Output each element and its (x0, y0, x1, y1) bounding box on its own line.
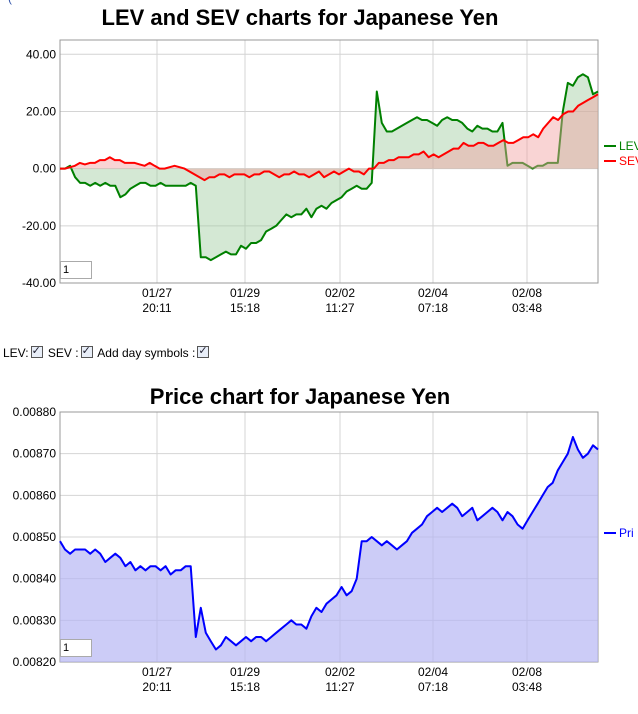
lev-sev-chart-title: LEV and SEV charts for Japanese Yen (101, 5, 499, 30)
x-tick-date-label: 01/29 (230, 286, 260, 300)
x-tick-date-label: 02/04 (418, 286, 448, 300)
y-tick-label: -40.00 (22, 276, 56, 290)
x-tick-date-label: 02/08 (512, 665, 542, 679)
x-tick-date-label: 02/02 (325, 286, 355, 300)
chart-options-bar: LEV: SEV : Add day symbols : (3, 344, 211, 360)
y-tick-label: 40.00 (26, 47, 56, 61)
y-tick-label: 0.00880 (13, 405, 57, 419)
sev-series-area (60, 94, 598, 181)
sev-option-label: SEV : (47, 346, 79, 360)
x-tick-time-label: 03:48 (512, 680, 542, 694)
y-tick-label: 0.00 (33, 162, 57, 176)
price-chart: 0.00880 0.00870 0.00860 0.00850 0.00840 0.008… (13, 405, 634, 694)
x-tick-time-label: 11:27 (325, 680, 354, 694)
day-symbols-checkbox[interactable] (197, 344, 210, 358)
x-tick-date-label: 01/27 (142, 286, 172, 300)
legend-label: LEV (619, 139, 638, 153)
x-tick-time-label: 11:27 (325, 301, 354, 315)
x-tick-date-label: 02/04 (418, 665, 448, 679)
plot-frame (59, 39, 599, 284)
y-tick-label: 0.00850 (13, 530, 57, 544)
x-tick-date-label: 02/08 (512, 286, 542, 300)
lev-sev-zoom-input[interactable]: 1 (60, 261, 92, 279)
y-tick-label: 0.00830 (13, 613, 57, 627)
day-symbols-option-label: Add day symbols : (97, 346, 196, 360)
x-tick-time-label: 07:18 (418, 301, 448, 315)
x-tick-time-label: 15:18 (230, 301, 260, 315)
y-tick-label: -20.00 (22, 219, 56, 233)
price-chart-title: Price chart for Japanese Yen (149, 384, 451, 409)
x-tick-date-label: 01/27 (142, 665, 172, 679)
x-tick-time-label: 20:11 (142, 301, 171, 315)
lev-series-line (60, 73, 599, 262)
lev-option-label: LEV: (3, 346, 29, 360)
y-tick-label: 0.00840 (13, 572, 57, 586)
x-tick-time-label: 15:18 (230, 680, 260, 694)
sev-checkbox[interactable] (80, 344, 93, 358)
x-tick-time-label: 03:48 (512, 301, 542, 315)
y-tick-label: 20.00 (26, 104, 56, 118)
pri-series-line (59, 436, 599, 651)
legend-label: Pri (619, 526, 634, 540)
lev-series-area (60, 74, 598, 261)
top-link-fragment[interactable]: ( (8, 0, 12, 5)
x-tick-time-label: 07:18 (418, 680, 448, 694)
y-tick-label: 0.00860 (13, 488, 57, 502)
x-tick-date-label: 02/02 (325, 665, 355, 679)
x-tick-time-label: 20:11 (142, 680, 171, 694)
legend-label: SEV (619, 154, 638, 168)
lev-checkbox[interactable] (30, 344, 43, 358)
price-zoom-input[interactable]: 1 (60, 639, 92, 657)
pri-series-area (60, 437, 598, 662)
sev-series-line (60, 93, 599, 182)
y-tick-label: 0.00820 (13, 655, 57, 669)
y-tick-label: 0.00870 (13, 447, 57, 461)
x-tick-date-label: 01/29 (230, 665, 260, 679)
